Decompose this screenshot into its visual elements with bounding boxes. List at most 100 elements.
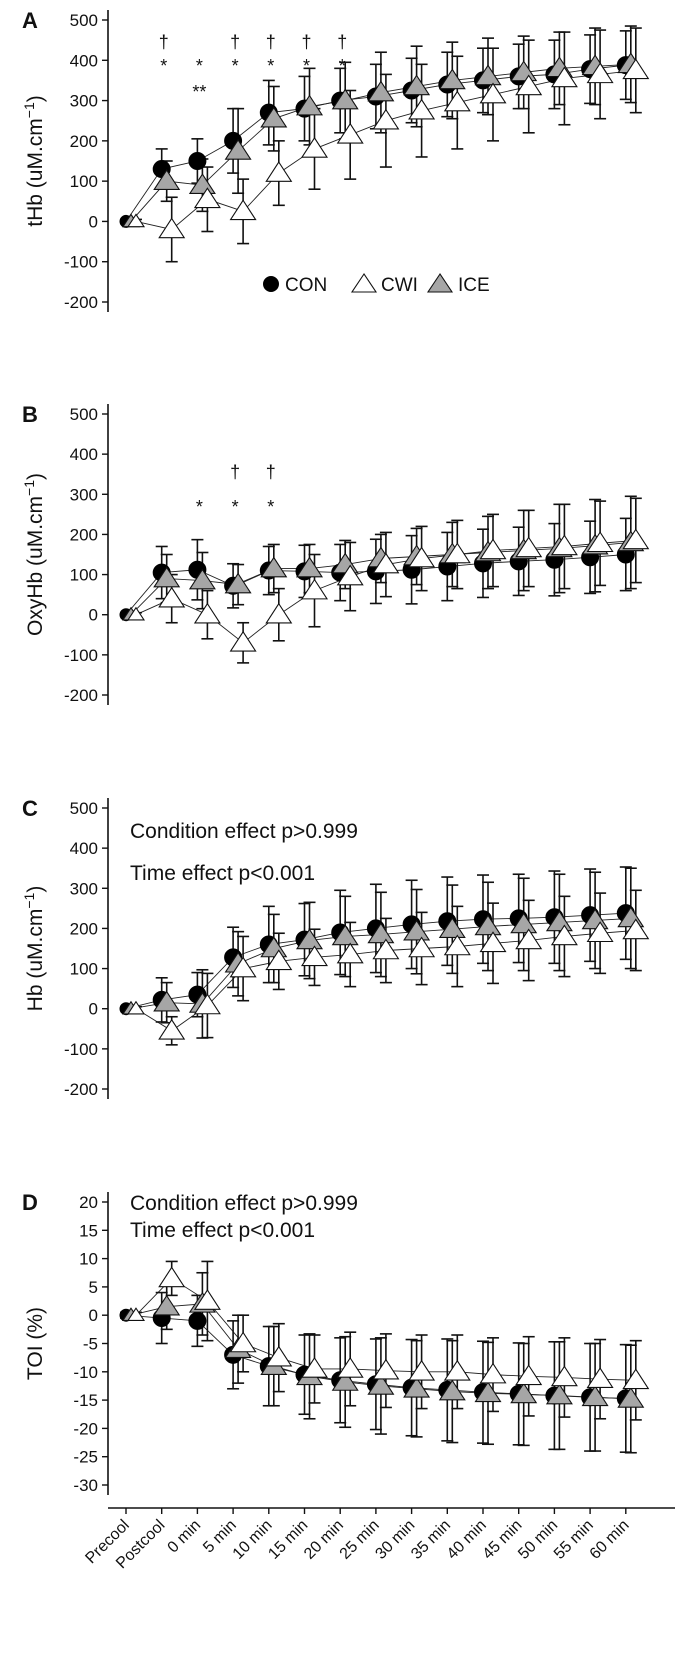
data-point-cwi: [229, 1331, 257, 1353]
data-point-con: [188, 152, 207, 170]
y-tick-label: -15: [73, 1391, 98, 1410]
data-point-cwi: [550, 1365, 578, 1387]
y-tick-label: 400: [70, 51, 98, 70]
significance-mark: *: [196, 497, 203, 517]
data-point-ice: [188, 568, 216, 590]
y-tick-label: 10: [79, 1250, 98, 1269]
y-tick-label: 100: [70, 172, 98, 191]
significance-mark: *: [267, 497, 274, 517]
data-point-ice: [153, 1294, 181, 1316]
data-point-cwi: [515, 74, 543, 96]
significance-mark: *: [339, 56, 346, 76]
effect-annotation: Condition effect p>0.999: [130, 1192, 358, 1215]
data-point-cwi: [479, 931, 507, 953]
y-tick-label: -200: [64, 293, 98, 312]
data-point-ice: [295, 928, 324, 950]
data-point-cwi: [265, 949, 293, 971]
x-tick-label: 20 min: [301, 1517, 347, 1563]
x-tick-label: 50 min: [515, 1517, 561, 1563]
x-tick-label: 10 min: [230, 1517, 276, 1563]
y-axis-label: TOI (%): [24, 1307, 47, 1380]
y-tick-label: 0: [89, 1000, 98, 1019]
y-axis-label: tHb (uM.cm−1): [21, 95, 47, 226]
data-point-cwi: [443, 934, 471, 956]
data-point-ice: [367, 922, 395, 944]
panel-letter: A: [22, 8, 38, 33]
data-point-cwi: [372, 1358, 400, 1380]
y-tick-label: 300: [70, 485, 98, 504]
data-point-cwi: [408, 936, 436, 958]
panel-d: 20 15 10 5 0 -5 -10 -15 -20 -25 -30 D TOI (%) Conditi…: [22, 1190, 650, 1495]
y-axis-label-exponent: −1: [21, 102, 37, 118]
legend-label-con: CON: [285, 275, 327, 296]
data-point-cwi: [126, 213, 146, 228]
data-point-ice: [545, 910, 573, 932]
data-point-ice: [617, 1386, 645, 1408]
data-point-ice: [474, 1381, 502, 1403]
x-tick-label: 15 min: [265, 1517, 311, 1563]
significance-mark: †: [159, 32, 169, 52]
data-point-ice: [510, 912, 538, 934]
data-point-cwi: [336, 564, 364, 586]
data-point-cwi: [193, 1289, 221, 1310]
y-tick-label: -100: [64, 1040, 98, 1059]
significance-mark: †: [337, 32, 347, 52]
data-point-ice: [260, 106, 288, 128]
data-point-ice: [581, 1385, 609, 1407]
significance-mark: *: [160, 56, 167, 76]
x-tick-label: 30 min: [372, 1517, 418, 1563]
data-point-cwi: [158, 586, 186, 608]
data-point-cwi: [158, 217, 186, 239]
significance-mark: *: [196, 56, 203, 76]
data-point-cwi: [193, 993, 221, 1015]
data-point-cwi: [300, 136, 329, 158]
data-point-ice: [474, 914, 502, 936]
data-point-ice: [403, 919, 431, 941]
y-axis-label-end: ): [24, 886, 47, 893]
effect-annotation: Time effect p<0.001: [130, 1219, 315, 1242]
legend-marker-ice: [426, 273, 454, 293]
significance-mark: *: [232, 497, 239, 517]
y-tick-label: 200: [70, 919, 98, 938]
y-tick-label: 0: [89, 606, 98, 625]
x-tick-label: 40 min: [444, 1517, 490, 1563]
y-tick-label: 500: [70, 405, 98, 424]
legend: CON CWI ICE: [263, 273, 490, 296]
data-point-cwi: [300, 578, 329, 600]
data-point-ice: [188, 173, 216, 194]
x-tick-label: 25 min: [337, 1517, 383, 1563]
data-point-cwi: [229, 956, 257, 978]
data-point-ice: [474, 64, 502, 86]
significance-mark: †: [266, 462, 276, 482]
significance-mark: †: [266, 32, 276, 52]
data-point-cwi: [193, 602, 221, 624]
y-tick-label: -20: [73, 1419, 98, 1438]
data-point-ice: [153, 990, 181, 1012]
data-point-ice: [295, 556, 324, 578]
y-axis-label-main: Hb (uM.cm: [24, 909, 47, 1012]
data-point-cwi: [126, 1000, 146, 1015]
data-point-cwi: [622, 918, 650, 940]
data-point-cwi: [479, 1362, 507, 1384]
data-point-cwi: [586, 921, 614, 943]
data-point-cwi: [622, 58, 650, 80]
data-point-con: [188, 1311, 207, 1330]
data-point-cwi: [126, 606, 146, 621]
data-point-cwi: [193, 187, 221, 209]
y-tick-label: 5: [89, 1278, 98, 1297]
effect-annotation: Condition effect p>0.999: [130, 820, 358, 843]
data-point-ice: [331, 88, 359, 110]
y-tick-label: 300: [70, 92, 98, 111]
effect-annotation: Time effect p<0.001: [130, 862, 315, 885]
data-point-ice: [545, 1383, 573, 1405]
data-point-ice: [295, 94, 324, 116]
y-axis-label: OxyHb (uM.cm−1): [21, 473, 47, 636]
y-tick-label: 0: [89, 1306, 98, 1325]
panel-c: 500 400 300 200 100 0 -100 -200 C Hb (uM.cm−1) Con…: [21, 796, 650, 1099]
y-tick-label: -200: [64, 1080, 98, 1099]
data-point-ice: [438, 68, 466, 90]
y-tick-label: 500: [70, 799, 98, 818]
data-point-cwi: [265, 602, 293, 624]
